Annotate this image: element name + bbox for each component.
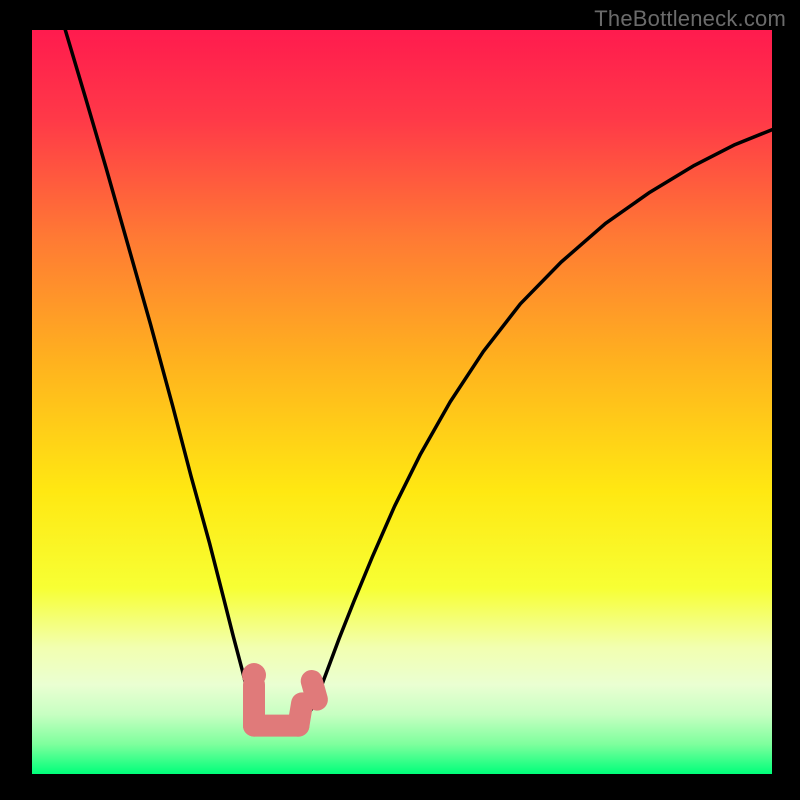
chart-markers (32, 30, 772, 774)
chart-plot-area (32, 30, 772, 774)
watermark-text: TheBottleneck.com (594, 6, 786, 32)
